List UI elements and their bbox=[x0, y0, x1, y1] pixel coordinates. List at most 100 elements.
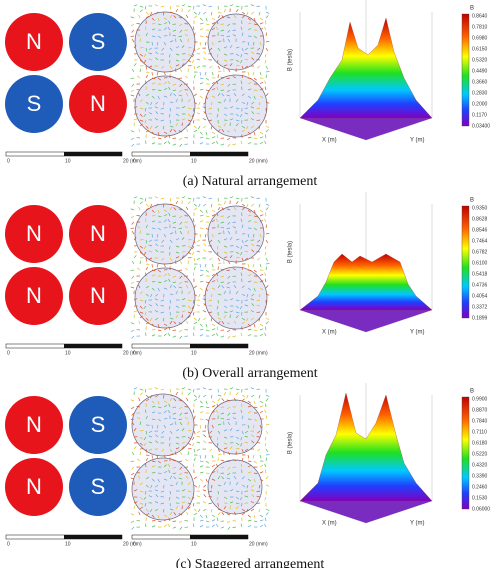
field-arrow bbox=[223, 113, 228, 116]
field-arrow bbox=[226, 477, 231, 480]
field-arrow bbox=[157, 137, 162, 140]
field-arrow bbox=[130, 77, 135, 79]
field-arrow bbox=[217, 245, 219, 250]
field-arrow bbox=[187, 311, 192, 314]
field-arrow bbox=[216, 305, 219, 310]
magnet-label: S bbox=[27, 91, 42, 116]
colorbar-label: 0.6100 bbox=[472, 260, 488, 266]
field-arrow bbox=[163, 213, 168, 217]
field-arrow bbox=[211, 136, 216, 139]
field-arrow bbox=[181, 196, 186, 199]
field-arrow bbox=[265, 93, 269, 97]
field-arrow bbox=[163, 279, 168, 283]
field-arrow bbox=[131, 29, 135, 33]
field-arrow bbox=[235, 482, 239, 486]
field-arrow bbox=[181, 106, 186, 109]
field-arrow bbox=[256, 388, 261, 390]
field-arrow bbox=[178, 137, 183, 141]
x-axis-label: X (m) bbox=[322, 521, 337, 527]
scale-label: 20 (mm) bbox=[249, 350, 268, 356]
field-arrow bbox=[157, 478, 160, 483]
field-arrow bbox=[139, 230, 141, 235]
field-arrow bbox=[265, 430, 269, 435]
field-arrow bbox=[247, 71, 250, 76]
field-arrow bbox=[223, 436, 228, 439]
field-arrow bbox=[131, 526, 135, 530]
field-arrow bbox=[169, 107, 172, 112]
field-arrow bbox=[179, 143, 183, 147]
field-arrow bbox=[181, 428, 185, 432]
field-arrow bbox=[181, 446, 185, 450]
field-arrow bbox=[251, 101, 255, 105]
field-arrow bbox=[229, 196, 234, 199]
field-arrow bbox=[193, 321, 198, 325]
field-arrow bbox=[136, 215, 141, 217]
field-arrow bbox=[215, 140, 219, 145]
field-arrow bbox=[178, 406, 183, 410]
field-arrow bbox=[199, 209, 203, 213]
colorbar-label: 0.6782 bbox=[472, 249, 488, 255]
field-arrow bbox=[178, 477, 183, 480]
field-arrow bbox=[240, 272, 243, 277]
field-arrow bbox=[221, 129, 225, 133]
field-arrow bbox=[169, 502, 171, 507]
field-arrow bbox=[259, 95, 264, 99]
field-arrow bbox=[265, 293, 270, 296]
scale-bar-fill bbox=[64, 344, 122, 348]
field-arrow bbox=[151, 35, 156, 38]
field-arrow bbox=[259, 424, 262, 429]
field-arrow bbox=[130, 227, 135, 230]
scale-label: 0 bbox=[133, 158, 136, 164]
field-arrow bbox=[193, 266, 196, 271]
field-arrow bbox=[208, 490, 213, 493]
field-arrow bbox=[193, 207, 198, 211]
field-arrow bbox=[216, 278, 219, 283]
colorbar bbox=[461, 396, 470, 510]
field-arrow bbox=[148, 441, 153, 444]
field-arrow bbox=[198, 11, 201, 16]
field-arrow bbox=[239, 496, 243, 501]
field-arrow bbox=[251, 51, 255, 55]
field-arrow bbox=[253, 227, 258, 231]
field-arrow bbox=[211, 323, 216, 327]
field-arrow bbox=[151, 471, 156, 474]
field-arrow bbox=[136, 23, 141, 25]
field-arrow bbox=[163, 21, 168, 25]
field-arrow bbox=[175, 314, 179, 319]
field-arrow bbox=[203, 57, 207, 61]
field-arrow bbox=[220, 83, 225, 86]
field-arrow bbox=[175, 200, 179, 205]
field-arrow bbox=[240, 409, 243, 414]
field-arrow bbox=[151, 209, 155, 213]
field-arrow bbox=[130, 281, 135, 285]
field-arrow bbox=[150, 11, 153, 16]
field-arrow bbox=[221, 512, 225, 516]
magnet bbox=[5, 267, 63, 325]
field-arrow bbox=[168, 134, 171, 139]
field-arrow bbox=[167, 523, 171, 528]
field-arrow bbox=[223, 481, 227, 486]
field-arrow bbox=[161, 239, 165, 243]
field-arrow bbox=[264, 86, 267, 91]
field-arrow bbox=[220, 268, 225, 271]
field-arrow bbox=[151, 334, 156, 337]
field-arrow bbox=[247, 214, 252, 217]
field-arrow bbox=[253, 77, 257, 81]
field-arrow bbox=[203, 243, 207, 247]
field-arrow bbox=[264, 53, 267, 58]
field-arrow bbox=[240, 463, 243, 468]
field-arrow bbox=[235, 315, 239, 319]
magnet bbox=[5, 458, 63, 516]
field-arrow bbox=[178, 472, 183, 476]
field-arrow bbox=[199, 142, 204, 145]
field-arrow bbox=[226, 137, 231, 141]
field-arrow bbox=[211, 400, 216, 404]
magnet-outline bbox=[134, 11, 196, 73]
field-arrow bbox=[233, 206, 237, 211]
field-arrow bbox=[151, 329, 156, 331]
field-arrow bbox=[217, 107, 219, 112]
field-arrow bbox=[178, 513, 183, 516]
field-arrow bbox=[139, 107, 144, 110]
colorbar-label: 0.4320 bbox=[472, 462, 488, 468]
field-arrow bbox=[259, 214, 264, 217]
